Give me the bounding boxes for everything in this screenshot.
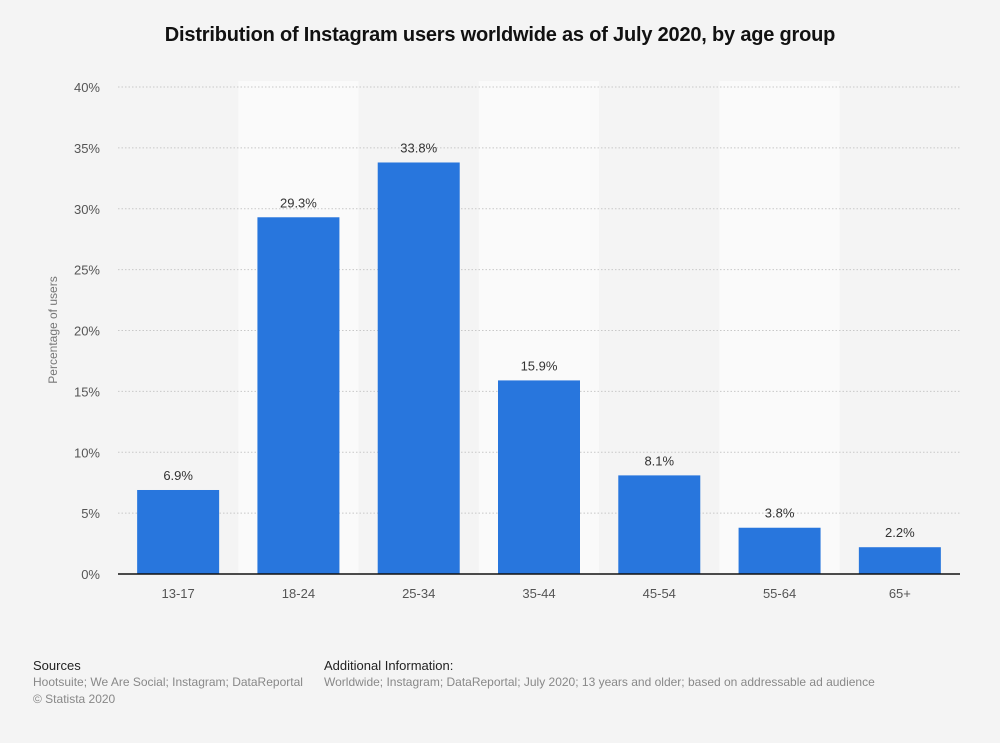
y-axis-ticks: 0% 5% 10% 15% 20% 25% 30% 35% 40% (74, 80, 100, 582)
x-tick-label: 18-24 (282, 586, 315, 601)
data-label: 29.3% (280, 195, 317, 210)
data-label: 6.9% (163, 468, 193, 483)
y-tick-label: 5% (81, 506, 100, 521)
category-band (719, 81, 840, 574)
additional-info-text: Worldwide; Instagram; DataReportal; July… (324, 675, 875, 689)
x-tick-label: 45-54 (643, 586, 676, 601)
y-tick-label: 35% (74, 141, 100, 156)
bar-65+ (858, 547, 941, 574)
bar-25-34 (377, 162, 460, 575)
data-label: 8.1% (644, 453, 674, 468)
y-tick-label: 30% (74, 202, 100, 217)
x-axis-ticks: 13-17 18-24 25-34 35-44 45-54 55-64 65+ (162, 586, 911, 601)
category-band (839, 81, 960, 574)
data-labels: 6.9% 29.3% 33.8% 15.9% 8.1% 3.8% 2.2% (163, 140, 915, 540)
data-label: 33.8% (400, 140, 437, 155)
x-tick-label: 55-64 (763, 586, 796, 601)
y-axis-label: Percentage of users (46, 276, 60, 383)
data-label: 2.2% (885, 525, 915, 540)
x-tick-label: 25-34 (402, 586, 435, 601)
sources-heading: Sources (33, 658, 81, 673)
bar-13-17 (137, 489, 220, 574)
bar-chart: 0% 5% 10% 15% 20% 25% 30% 35% 40% 6.9% 29.3% 33.8%… (46, 80, 960, 601)
y-tick-label: 40% (74, 80, 100, 95)
data-label: 15.9% (521, 358, 558, 373)
bar-18-24 (257, 217, 340, 574)
bar-45-54 (618, 475, 701, 574)
x-tick-label: 35-44 (522, 586, 555, 601)
x-tick-label: 13-17 (162, 586, 195, 601)
bar-55-64 (738, 527, 821, 574)
sources-section: Sources Hootsuite; We Are Social; Instag… (33, 657, 303, 708)
copyright-text: © Statista 2020 (33, 692, 116, 706)
x-tick-label: 65+ (889, 586, 911, 601)
additional-info-heading: Additional Information: (324, 658, 454, 673)
y-tick-label: 20% (74, 324, 100, 339)
y-tick-label: 25% (74, 263, 100, 278)
sources-text: Hootsuite; We Are Social; Instagram; Dat… (33, 675, 303, 689)
y-tick-label: 0% (81, 567, 100, 582)
y-tick-label: 10% (74, 445, 100, 460)
additional-info-section: Additional Information: Worldwide; Insta… (324, 657, 875, 691)
y-tick-label: 15% (74, 384, 100, 399)
data-label: 3.8% (765, 506, 795, 521)
bar-35-44 (498, 380, 580, 574)
bars (137, 162, 941, 575)
chart-title: Distribution of Instagram users worldwid… (164, 24, 836, 46)
